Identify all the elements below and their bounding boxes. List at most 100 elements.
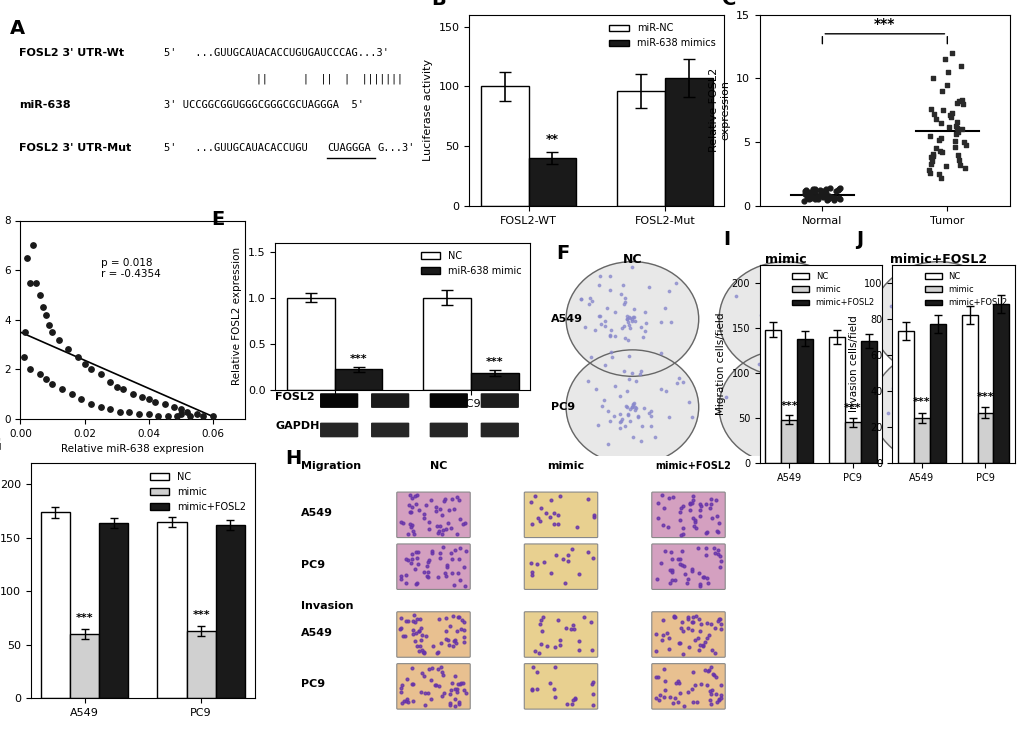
Text: ***: *** [75,614,93,623]
Point [622,323,638,334]
Point [906,327,922,339]
Point [937,389,954,401]
Point [416,508,432,520]
Point [817,187,834,198]
Point [769,268,786,279]
Point [710,614,727,625]
Point [449,611,466,623]
Point [397,695,414,707]
Point [420,687,436,699]
Point [925,404,942,416]
Point [685,667,701,678]
Point [933,406,950,417]
Point [532,619,548,631]
Point [688,523,704,534]
Point [671,373,687,384]
Point [886,284,902,296]
Text: NC: NC [429,461,447,471]
Point [913,265,929,276]
Point [421,553,437,565]
Point [814,191,830,203]
Point [450,553,467,565]
Point [979,407,996,419]
Point [413,623,429,634]
Point [442,684,459,695]
Point [780,421,796,433]
Point [683,497,699,509]
Point [457,687,473,699]
Point [454,678,471,689]
Point [440,639,457,651]
Point [661,577,678,589]
Point [606,330,623,342]
Point [937,318,954,330]
Point [455,616,472,628]
Point [629,411,645,423]
Point [546,691,562,703]
Point [927,113,944,125]
Point [687,610,703,622]
Point [624,401,640,413]
Point [698,526,714,537]
Point [537,507,553,519]
Text: A549: A549 [301,628,332,637]
Point [546,662,562,673]
Point [189,408,205,420]
Point [691,578,707,589]
Point [428,501,444,513]
Point [953,431,969,442]
Point [445,610,462,622]
Text: A: A [10,20,25,38]
Point [421,663,437,675]
Point [806,191,822,203]
Point [952,364,968,376]
Point [437,493,453,505]
Point [169,411,185,423]
Point [403,521,419,533]
Text: 5'   ...GUUGCAUACACCUGUGAUCCCAG...3': 5' ...GUUGCAUACACCUGUGAUCCCAG...3' [163,48,388,58]
Point [814,185,830,197]
Point [620,408,636,420]
Point [393,679,410,691]
Point [546,683,562,695]
Point [409,639,425,651]
Point [701,685,717,697]
Point [706,647,722,659]
Legend: miR-NC, miR-638 mimics: miR-NC, miR-638 mimics [605,20,718,52]
Point [439,561,455,573]
Point [832,193,848,204]
Point [434,666,450,678]
Text: mimic: mimic [764,253,805,266]
Point [624,398,640,409]
Point [786,325,802,337]
Point [652,347,668,359]
Point [601,329,618,341]
Bar [764,329,781,463]
FancyBboxPatch shape [429,393,468,408]
Point [669,675,686,687]
Point [946,314,962,326]
FancyBboxPatch shape [396,492,470,537]
Point [427,679,443,691]
Point [690,632,706,644]
Point [612,289,629,301]
Point [182,411,199,423]
Point [636,306,652,318]
Point [814,190,830,202]
Point [576,321,592,333]
Point [15,351,32,363]
Point [448,686,465,698]
Point [709,615,726,627]
Point [652,383,668,395]
Bar [913,418,929,463]
Point [542,567,558,578]
Point [526,645,542,656]
Point [899,312,915,324]
Point [927,328,944,340]
Point [410,625,426,637]
Point [564,698,580,710]
Point [948,411,964,423]
Point [571,645,587,656]
Point [954,298,970,310]
Point [429,520,445,531]
